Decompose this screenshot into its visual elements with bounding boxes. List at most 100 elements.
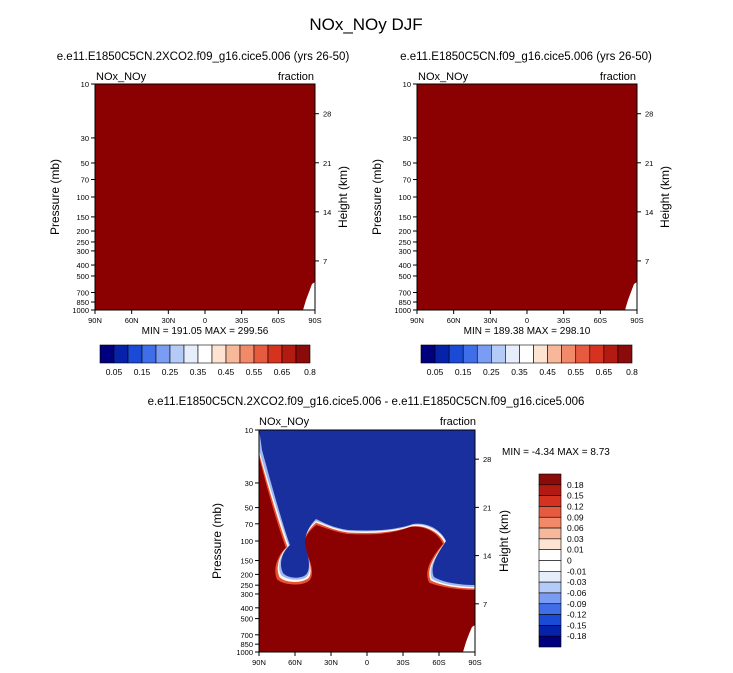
panel-3-y2-ticks: 28 21 14 7	[475, 455, 491, 609]
colorbar-label: 0.05	[427, 367, 444, 377]
panel-1-y2-ticks: 28 21 14 7	[315, 110, 331, 266]
colorbar-swatch	[547, 344, 562, 364]
y-tick-label: 1000	[72, 306, 89, 315]
panel-1-x-ticks: 90N 60N 30N 0 30S 60S 90S	[88, 310, 322, 325]
colorbar-swatch	[99, 344, 115, 364]
y-tick-label: 150	[240, 557, 253, 566]
colorbar-label: 0	[567, 556, 572, 566]
colorbar-swatch	[538, 484, 562, 496]
panel-3-right-label: fraction	[440, 416, 476, 428]
colorbar-swatch	[603, 344, 619, 364]
colorbar-swatch	[197, 344, 213, 364]
y2-tick-label: 14	[483, 552, 491, 561]
y-tick-label: 100	[240, 537, 253, 546]
x-tick-label: 60N	[125, 316, 139, 325]
colorbar-swatch	[239, 344, 255, 364]
x-tick-label: 90N	[88, 316, 102, 325]
colorbar-swatch	[533, 344, 548, 364]
panel-3-missing-region	[463, 625, 475, 652]
x-tick-label: 60N	[447, 316, 461, 325]
colorbar-swatch	[169, 344, 185, 364]
y-tick-label: 300	[76, 247, 89, 256]
colorbar-label: 0.45	[218, 367, 235, 377]
y2-tick-label: 21	[483, 503, 491, 512]
panel-2-field	[417, 84, 637, 310]
panel-3-field	[259, 430, 475, 652]
panel-2-x-ticks: 90N 60N 30N 0 30S 60S 90S	[410, 310, 644, 325]
panel-1-field	[95, 84, 315, 310]
panel-3-left-label: NOx_NOy	[259, 416, 310, 428]
x-tick-label: 60S	[432, 658, 445, 667]
y-tick-label: 70	[81, 175, 89, 184]
panel-1-left-label: NOx_NOy	[96, 71, 147, 83]
y2-tick-label: 7	[645, 257, 649, 266]
x-tick-label: 0	[365, 658, 369, 667]
x-tick-label: 30S	[557, 316, 570, 325]
x-tick-label: 60N	[288, 658, 302, 667]
colorbar-swatch	[127, 344, 143, 364]
y-tick-label: 1000	[236, 648, 253, 657]
colorbar-label: 0.55	[246, 367, 263, 377]
panel-2-title: e.e11.E1850C5CN.f09_g16.cice5.006 (yrs 2…	[400, 51, 652, 63]
y-tick-label: 70	[245, 520, 253, 529]
y-tick-label: 250	[240, 581, 253, 590]
colorbar-label: 0.12	[567, 501, 584, 511]
x-tick-label: 90N	[252, 658, 266, 667]
colorbar-label: -0.01	[567, 566, 587, 576]
colorbar-swatch	[113, 344, 129, 364]
panel-3-negative-region	[259, 430, 475, 585]
colorbar-swatch	[561, 344, 577, 364]
colorbar-swatch	[448, 344, 464, 364]
y-tick-label: 30	[245, 479, 253, 488]
y-tick-label: 30	[81, 134, 89, 143]
colorbar-swatch	[575, 344, 591, 364]
y-tick-label: 1000	[394, 306, 411, 315]
colorbar-label: 0.35	[190, 367, 207, 377]
x-tick-label: 90N	[410, 316, 424, 325]
colorbar-label: 0.25	[483, 367, 500, 377]
colorbar-label: 0.65	[596, 367, 613, 377]
y-tick-label: 200	[398, 227, 411, 236]
x-tick-label: 30S	[396, 658, 409, 667]
colorbar-swatch	[267, 344, 283, 364]
y-tick-label: 850	[398, 298, 411, 307]
panel-3-y2label: Height (km)	[497, 510, 511, 572]
y-tick-label: 850	[76, 298, 89, 307]
colorbar-label: 0.09	[567, 512, 584, 522]
y-tick-label: 250	[398, 238, 411, 247]
y-tick-label: 150	[76, 213, 89, 222]
y2-tick-label: 14	[323, 208, 331, 217]
colorbar-swatch	[538, 592, 562, 605]
colorbar-label: 0.15	[134, 367, 151, 377]
panel-2-colorbar: 0.05 0.15 0.25 0.35 0.45 0.55 0.65 0.8	[420, 344, 638, 377]
y-tick-label: 10	[245, 426, 253, 435]
colorbar-swatch	[183, 344, 199, 364]
y2-tick-label: 28	[483, 455, 491, 464]
y2-tick-label: 28	[645, 110, 653, 119]
colorbar-swatch	[225, 344, 241, 364]
colorbar-swatch	[538, 625, 562, 637]
colorbar-label: -0.12	[567, 610, 587, 620]
colorbar-swatch	[538, 635, 562, 648]
panel-1-min-max: MIN = 191.05 MAX = 299.56	[142, 326, 269, 337]
colorbar-label: 0.8	[304, 367, 316, 377]
y2-tick-label: 21	[645, 159, 653, 168]
colorbar-label: 0.15	[567, 491, 584, 501]
y-tick-label: 50	[245, 504, 253, 513]
panel-1-title: e.e11.E1850C5CN.2XCO2.f09_g16.cice5.006 …	[57, 51, 350, 63]
colorbar-swatch	[519, 344, 534, 364]
x-tick-label: 90S	[468, 658, 481, 667]
colorbar-swatch	[538, 581, 562, 594]
y2-tick-label: 21	[323, 159, 331, 168]
colorbar-swatch	[617, 344, 633, 364]
x-tick-label: 90S	[630, 316, 643, 325]
panel-2-right-label: fraction	[600, 71, 636, 83]
y-tick-label: 700	[398, 288, 411, 297]
colorbar-swatch	[295, 344, 311, 364]
colorbar-swatch	[538, 506, 562, 518]
panel-2-missing-region	[625, 282, 637, 310]
colorbar-label: 0.06	[567, 523, 584, 533]
colorbar-label: 0.01	[567, 545, 584, 555]
